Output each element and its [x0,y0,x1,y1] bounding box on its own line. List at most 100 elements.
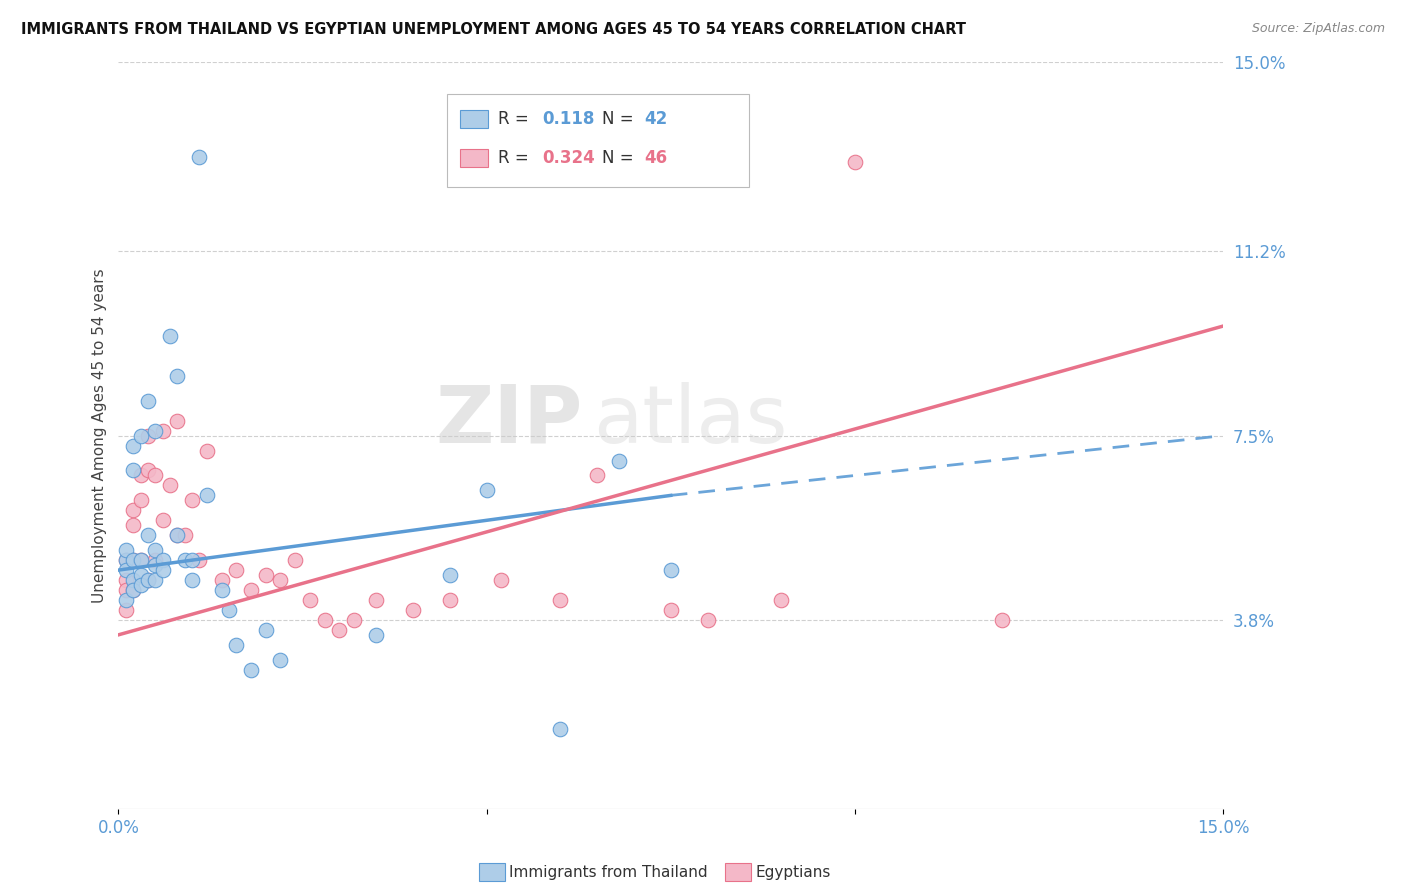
Text: Source: ZipAtlas.com: Source: ZipAtlas.com [1251,22,1385,36]
Point [143,543,166,558]
Point [114,593,136,607]
Point [143,468,166,483]
Point [696,613,718,627]
Point [402,603,425,617]
Point [129,468,152,483]
Point [152,553,174,567]
Point [129,493,152,508]
Point [181,493,204,508]
Point [114,553,136,567]
Point [366,593,388,607]
Point [122,463,145,477]
Point [298,593,321,607]
Point [188,150,211,164]
Point [550,593,572,607]
Point [188,553,211,567]
Point [195,443,218,458]
Point [607,453,630,467]
Point [166,414,188,428]
Text: 46: 46 [644,149,666,167]
Text: R =: R = [498,110,534,128]
Point [152,513,174,527]
Point [122,553,145,567]
Point [114,603,136,617]
Text: 0.324: 0.324 [543,149,596,167]
Point [159,478,181,492]
Text: ZIP: ZIP [434,382,582,459]
Point [314,613,336,627]
Point [122,582,145,597]
Point [152,563,174,577]
Point [439,593,461,607]
Point [136,573,159,587]
Point [114,553,136,567]
Point [218,603,240,617]
Point [114,563,136,577]
Point [143,424,166,438]
Point [491,573,513,587]
Point [122,573,145,587]
Point [181,553,204,567]
Point [211,573,233,587]
Point [254,568,277,582]
Point [114,582,136,597]
Y-axis label: Unemployment Among Ages 45 to 54 years: Unemployment Among Ages 45 to 54 years [93,268,107,603]
Point [166,528,188,542]
Point [659,563,682,577]
Point [439,568,461,582]
Point [225,638,247,652]
Point [586,468,609,483]
Text: Egyptians: Egyptians [755,865,831,880]
Point [122,582,145,597]
Point [211,582,233,597]
Point [254,623,277,637]
Point [129,553,152,567]
Point [114,543,136,558]
Point [240,582,263,597]
Point [143,558,166,573]
Point [136,573,159,587]
Point [136,463,159,477]
Point [550,723,572,737]
Point [770,593,793,607]
Point [166,528,188,542]
Point [122,439,145,453]
Point [136,428,159,442]
Point [269,653,291,667]
Point [240,663,263,677]
Point [136,528,159,542]
Point [366,628,388,642]
Point [991,613,1014,627]
Point [225,563,247,577]
Text: atlas: atlas [593,382,787,459]
Point [122,553,145,567]
Point [122,503,145,517]
Text: Immigrants from Thailand: Immigrants from Thailand [509,865,707,880]
Point [143,573,166,587]
Point [844,154,866,169]
Text: 0.118: 0.118 [543,110,595,128]
Point [328,623,350,637]
Text: N =: N = [602,110,638,128]
Point [114,573,136,587]
Text: N =: N = [602,149,638,167]
Text: 42: 42 [644,110,668,128]
Point [152,424,174,438]
Point [129,568,152,582]
Point [343,613,366,627]
Point [659,603,682,617]
Point [129,553,152,567]
Point [269,573,291,587]
Text: R =: R = [498,149,534,167]
Point [195,488,218,502]
Point [166,368,188,383]
Point [475,483,498,498]
Point [159,329,181,343]
Point [129,578,152,592]
Point [143,553,166,567]
Point [173,528,195,542]
Point [136,393,159,408]
Text: IMMIGRANTS FROM THAILAND VS EGYPTIAN UNEMPLOYMENT AMONG AGES 45 TO 54 YEARS CORR: IMMIGRANTS FROM THAILAND VS EGYPTIAN UNE… [21,22,966,37]
Point [284,553,307,567]
Point [181,573,204,587]
